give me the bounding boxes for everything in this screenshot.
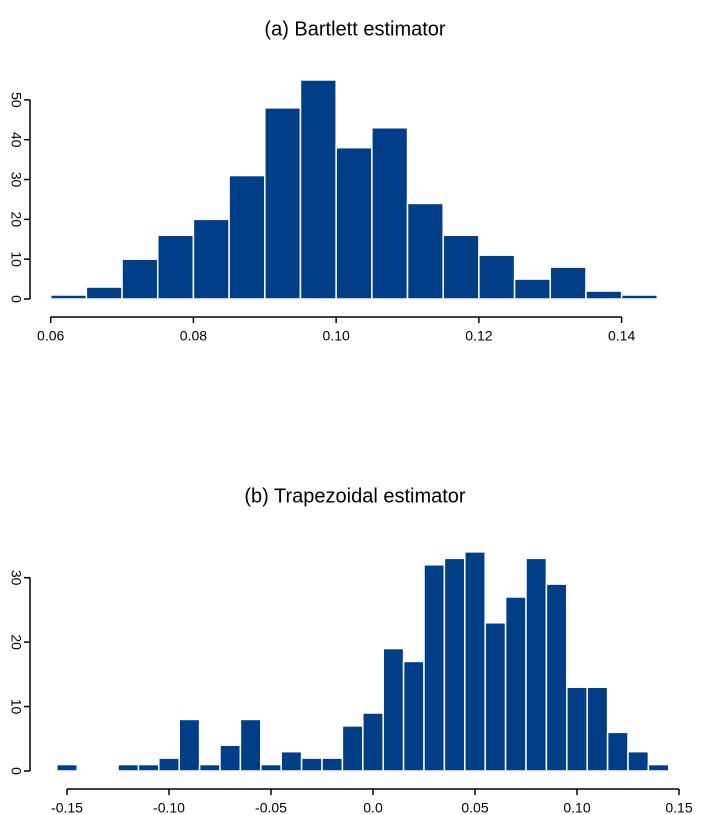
x-tick-label: -0.10 [153,800,185,815]
x-tick-label: -0.05 [255,800,287,815]
bar [321,757,344,772]
bar [228,174,266,300]
bar [586,686,609,772]
x-tick-label: 0.08 [180,328,207,344]
bar [121,258,159,300]
bar [156,234,195,300]
bar [264,107,302,300]
y-tick-label: 50 [8,92,24,108]
bar [178,718,201,772]
x-tick-label: 0.06 [37,328,64,344]
bar [423,564,446,772]
bar [198,763,221,772]
x-tick-label: -0.15 [51,800,83,815]
bar [280,750,303,772]
bar [647,763,670,772]
y-tick-label: 0 [8,767,24,775]
x-tick-label: 0.10 [323,328,350,344]
bar [484,622,507,772]
x-tick-label: 0.14 [608,328,635,344]
x-tick-label: 0.12 [465,328,492,344]
bar [478,254,516,300]
bar [335,146,373,300]
y-tick-label: 20 [8,634,24,650]
bar [549,266,587,300]
bar [362,712,384,772]
bar [627,750,650,772]
y-tick-label: 30 [8,172,24,188]
bar [300,757,323,772]
bar [341,725,364,772]
bar [620,294,659,300]
y-tick-label: 0 [8,295,24,303]
bar [545,583,568,772]
y-tick-label: 40 [8,132,24,148]
bar [299,79,337,300]
bar [85,286,123,300]
bar [464,551,486,772]
bar [371,127,409,300]
bar [158,757,180,772]
bar [219,744,242,772]
bar [525,557,548,772]
bar [56,763,78,772]
bar [137,763,160,772]
bar [117,763,140,772]
chart-title: (b) Trapezoidal estimator [244,485,466,507]
bar [49,294,88,300]
bar [566,686,588,772]
y-tick-label: 10 [8,251,24,267]
x-tick-label: 0.05 [461,800,488,815]
bar [260,763,282,772]
x-tick-label: 0.15 [665,800,692,815]
bar [606,731,629,772]
bar [402,660,425,772]
bar [504,596,527,772]
bar [192,218,230,300]
y-tick-label: 10 [8,699,24,715]
bar [513,278,552,300]
y-tick-label: 30 [8,570,24,586]
x-tick-label: 0.0 [363,800,383,815]
bar [442,234,480,300]
y-tick-label: 20 [8,212,24,228]
chart-title: (a) Bartlett estimator [264,18,446,40]
bar [585,290,623,300]
bar [406,202,444,300]
bar [443,557,466,772]
bar [382,647,405,772]
x-tick-label: 0.10 [563,800,590,815]
bar [239,718,262,772]
